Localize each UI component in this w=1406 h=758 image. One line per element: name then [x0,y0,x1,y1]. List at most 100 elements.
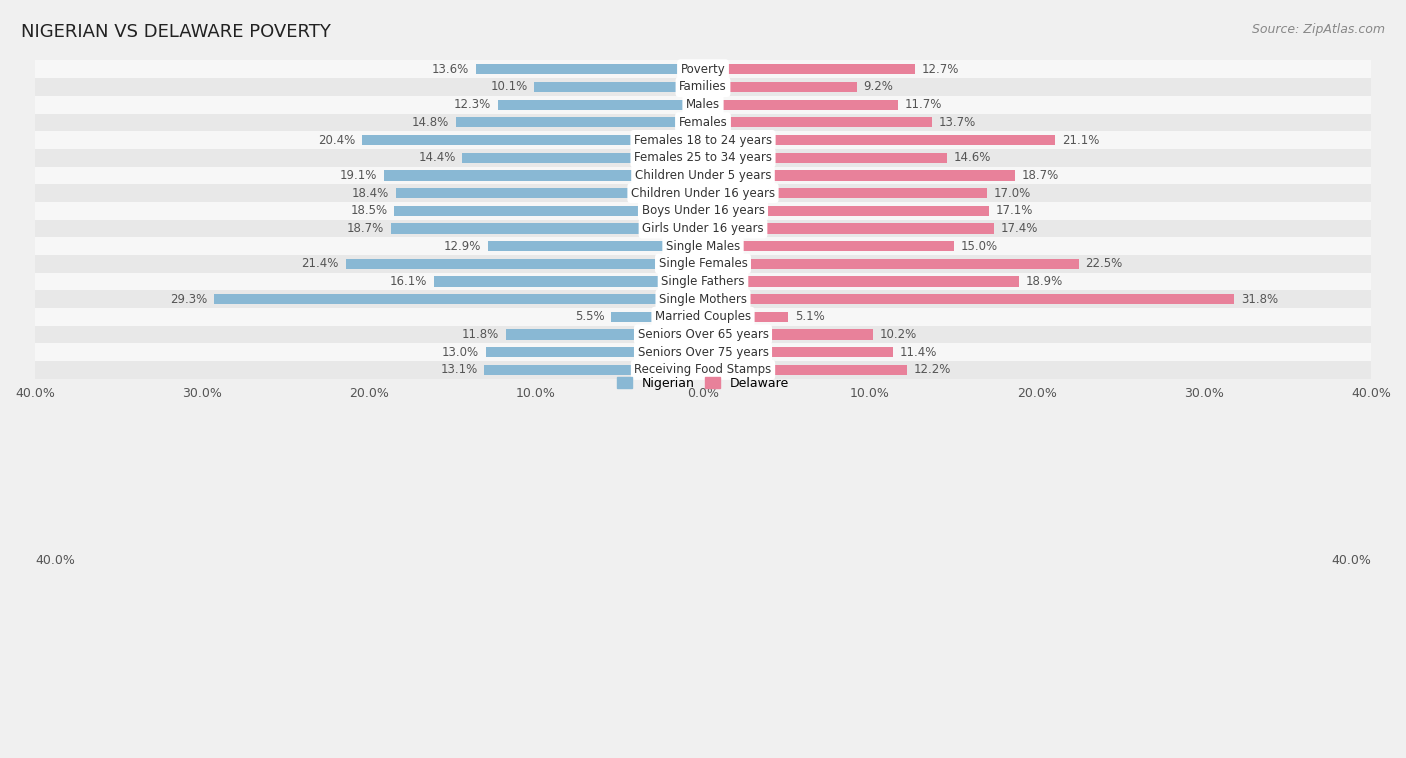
Bar [703,365,907,375]
Text: 21.1%: 21.1% [1062,133,1099,146]
Text: 12.2%: 12.2% [914,363,950,376]
Bar [703,258,1078,269]
Text: 5.5%: 5.5% [575,310,605,324]
Bar [35,220,1371,237]
Text: 19.1%: 19.1% [340,169,377,182]
Bar [35,273,1371,290]
Text: Males: Males [686,99,720,111]
Bar [35,114,1371,131]
Bar [703,224,994,233]
Text: NIGERIAN VS DELAWARE POVERTY: NIGERIAN VS DELAWARE POVERTY [21,23,330,41]
Bar [703,312,789,322]
Bar [486,347,703,357]
Text: 13.1%: 13.1% [440,363,478,376]
Bar [463,152,703,163]
Text: 10.2%: 10.2% [880,328,917,341]
Text: Receiving Food Stamps: Receiving Food Stamps [634,363,772,376]
Text: Seniors Over 75 years: Seniors Over 75 years [637,346,769,359]
Text: Families: Families [679,80,727,93]
Text: 13.7%: 13.7% [938,116,976,129]
Text: Seniors Over 65 years: Seniors Over 65 years [637,328,769,341]
Text: Source: ZipAtlas.com: Source: ZipAtlas.com [1251,23,1385,36]
Text: 13.0%: 13.0% [441,346,479,359]
Text: 11.7%: 11.7% [905,99,942,111]
Bar [703,152,946,163]
Text: 17.0%: 17.0% [994,186,1031,199]
Legend: Nigerian, Delaware: Nigerian, Delaware [612,371,794,395]
Bar [214,294,703,304]
Text: 21.4%: 21.4% [301,257,339,271]
Bar [394,205,703,216]
Bar [35,184,1371,202]
Bar [434,277,703,287]
Bar [35,61,1371,78]
Bar [35,343,1371,361]
Bar [703,294,1234,304]
Text: Poverty: Poverty [681,63,725,76]
Bar [384,171,703,180]
Text: Married Couples: Married Couples [655,310,751,324]
Text: 5.1%: 5.1% [794,310,824,324]
Text: 10.1%: 10.1% [491,80,527,93]
Text: Single Males: Single Males [666,240,740,252]
Bar [534,82,703,92]
Bar [35,167,1371,184]
Text: 18.4%: 18.4% [352,186,389,199]
Bar [703,82,856,92]
Bar [703,277,1019,287]
Text: Females 25 to 34 years: Females 25 to 34 years [634,151,772,164]
Bar [703,117,932,127]
Bar [456,117,703,127]
Bar [703,347,893,357]
Bar [612,312,703,322]
Bar [35,290,1371,308]
Bar [703,64,915,74]
Text: 16.1%: 16.1% [389,275,427,288]
Bar [35,131,1371,149]
Text: Children Under 5 years: Children Under 5 years [634,169,772,182]
Bar [484,365,703,375]
Text: 13.6%: 13.6% [432,63,470,76]
Text: 18.7%: 18.7% [1022,169,1059,182]
Bar [703,171,1015,180]
Bar [346,258,703,269]
Text: 18.9%: 18.9% [1025,275,1063,288]
Bar [35,149,1371,167]
Text: 14.6%: 14.6% [953,151,991,164]
Bar [391,224,703,233]
Bar [488,241,703,251]
Text: 22.5%: 22.5% [1085,257,1123,271]
Text: 14.8%: 14.8% [412,116,449,129]
Bar [363,135,703,145]
Text: Single Females: Single Females [658,257,748,271]
Bar [703,135,1056,145]
Bar [506,329,703,340]
Bar [498,99,703,110]
Text: Children Under 16 years: Children Under 16 years [631,186,775,199]
Text: 17.1%: 17.1% [995,204,1032,218]
Text: Females 18 to 24 years: Females 18 to 24 years [634,133,772,146]
Bar [703,99,898,110]
Bar [35,237,1371,255]
Text: 12.3%: 12.3% [454,99,491,111]
Bar [35,202,1371,220]
Text: 40.0%: 40.0% [35,553,75,567]
Bar [395,188,703,198]
Bar [35,308,1371,326]
Text: 9.2%: 9.2% [863,80,893,93]
Text: Single Mothers: Single Mothers [659,293,747,305]
Bar [475,64,703,74]
Bar [703,241,953,251]
Text: 29.3%: 29.3% [170,293,207,305]
Text: 20.4%: 20.4% [318,133,356,146]
Text: 31.8%: 31.8% [1240,293,1278,305]
Bar [35,96,1371,114]
Text: 11.4%: 11.4% [900,346,938,359]
Bar [703,329,873,340]
Bar [35,361,1371,379]
Bar [35,255,1371,273]
Bar [703,188,987,198]
Text: 12.7%: 12.7% [922,63,959,76]
Text: 14.4%: 14.4% [419,151,456,164]
Text: Females: Females [679,116,727,129]
